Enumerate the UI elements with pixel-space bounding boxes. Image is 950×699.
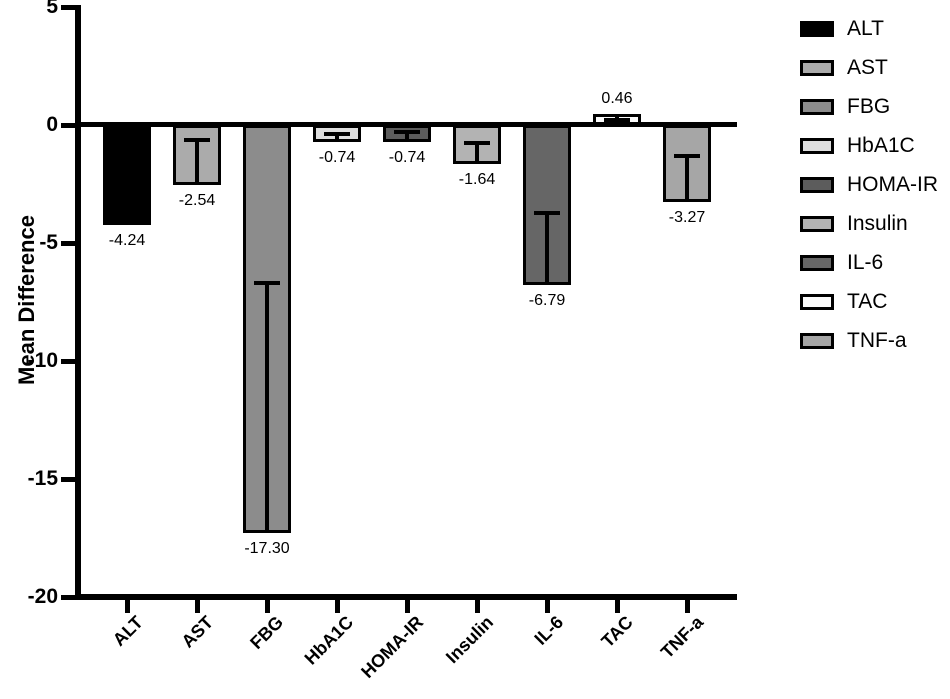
error-bar-cap-FBG bbox=[254, 281, 280, 286]
zero-baseline bbox=[78, 122, 737, 127]
x-axis-tick-HbA1C bbox=[334, 600, 340, 613]
error-bar-cap-IL-6 bbox=[534, 211, 560, 216]
error-bar-stem-HbA1C bbox=[335, 135, 339, 140]
legend-item-HbA1C: HbA1C bbox=[800, 135, 915, 157]
x-axis-label-HOMA-IR: HOMA-IR bbox=[357, 612, 428, 683]
value-label-HOMA-IR: -0.74 bbox=[388, 149, 426, 167]
value-label-Insulin: -1.64 bbox=[458, 170, 496, 188]
value-label-HbA1C: -0.74 bbox=[318, 149, 356, 167]
legend-swatch-TNF-a bbox=[800, 333, 834, 349]
legend-swatch-FBG bbox=[800, 99, 834, 115]
error-bar-stem-Insulin bbox=[475, 144, 479, 161]
legend-swatch-ALT bbox=[800, 21, 834, 37]
error-bar-cap-Insulin bbox=[464, 140, 490, 145]
bar-ALT bbox=[103, 125, 151, 226]
y-axis-tick-5 bbox=[61, 4, 76, 10]
legend-label-HOMA-IR: HOMA-IR bbox=[847, 173, 938, 196]
y-axis-tick-label-5: 5 bbox=[46, 0, 58, 18]
legend-item-AST: AST bbox=[800, 57, 888, 79]
legend-label-IL-6: IL-6 bbox=[847, 251, 884, 274]
y-axis-tick-label--10: -10 bbox=[27, 349, 58, 372]
x-axis-tick-TAC bbox=[614, 600, 620, 613]
legend-label-TAC: TAC bbox=[847, 290, 888, 313]
legend-label-AST: AST bbox=[847, 56, 888, 79]
value-label-IL-6: -6.79 bbox=[528, 292, 566, 310]
legend-label-TNF-a: TNF-a bbox=[847, 329, 907, 352]
error-bar-stem-TAC bbox=[615, 117, 619, 122]
legend-item-Insulin: Insulin bbox=[800, 213, 908, 235]
value-label-TAC: 0.46 bbox=[601, 90, 633, 108]
x-axis-tick-ALT bbox=[124, 600, 130, 613]
y-axis-tick--5 bbox=[61, 240, 76, 246]
legend-label-Insulin: Insulin bbox=[847, 212, 908, 235]
legend-item-TNF-a: TNF-a bbox=[800, 330, 907, 352]
legend-swatch-IL-6 bbox=[800, 255, 834, 271]
legend-label-ALT: ALT bbox=[847, 17, 884, 40]
x-axis-label-IL-6: IL-6 bbox=[530, 612, 568, 649]
x-axis-tick-FBG bbox=[264, 600, 270, 613]
legend-label-HbA1C: HbA1C bbox=[847, 134, 915, 157]
legend-item-ALT: ALT bbox=[800, 18, 884, 40]
value-label-TNF-a: -3.27 bbox=[668, 209, 706, 227]
error-bar-cap-HOMA-IR bbox=[394, 130, 420, 135]
y-axis-line bbox=[75, 5, 81, 600]
x-axis-tick-Insulin bbox=[474, 600, 480, 613]
y-axis-tick-label--20: -20 bbox=[27, 585, 58, 608]
error-bar-cap-TNF-a bbox=[674, 153, 700, 158]
value-label-AST: -2.54 bbox=[178, 191, 216, 209]
legend-swatch-Insulin bbox=[800, 216, 834, 232]
error-bar-stem-TNF-a bbox=[685, 157, 689, 200]
y-axis-tick--20 bbox=[61, 594, 76, 600]
error-bar-cap-AST bbox=[184, 138, 210, 143]
x-axis-label-ALT: ALT bbox=[109, 612, 148, 650]
error-bar-stem-FBG bbox=[265, 285, 269, 531]
y-axis-tick-0 bbox=[61, 122, 76, 128]
y-axis-tick--10 bbox=[61, 358, 76, 364]
y-axis-tick-label--5: -5 bbox=[39, 231, 58, 254]
legend-item-IL-6: IL-6 bbox=[800, 252, 883, 274]
legend-swatch-HOMA-IR bbox=[800, 177, 834, 193]
legend-swatch-HbA1C bbox=[800, 138, 834, 154]
x-axis-label-TAC: TAC bbox=[597, 612, 638, 652]
error-bar-stem-IL-6 bbox=[545, 215, 549, 283]
legend: ALT AST FBG HbA1C HOMA-IR Insulin IL-6 TAC TNF-a bbox=[800, 0, 950, 400]
x-axis-tick-TNF-a bbox=[684, 600, 690, 613]
x-axis-tick-AST bbox=[194, 600, 200, 613]
x-axis-label-FBG: FBG bbox=[246, 612, 288, 654]
y-axis-tick--15 bbox=[61, 476, 76, 482]
x-axis-tick-HOMA-IR bbox=[404, 600, 410, 613]
legend-swatch-AST bbox=[800, 60, 834, 76]
x-axis-tick-IL-6 bbox=[544, 600, 550, 613]
value-label-ALT: -4.24 bbox=[108, 232, 146, 250]
error-bar-stem-AST bbox=[195, 142, 199, 182]
value-label-FBG: -17.30 bbox=[244, 540, 290, 558]
error-bar-stem-HOMA-IR bbox=[405, 134, 409, 140]
legend-swatch-TAC bbox=[800, 294, 834, 310]
legend-item-HOMA-IR: HOMA-IR bbox=[800, 174, 938, 196]
legend-label-FBG: FBG bbox=[847, 95, 891, 118]
y-axis-tick-label--15: -15 bbox=[27, 467, 58, 490]
legend-item-TAC: TAC bbox=[800, 291, 887, 313]
y-axis-tick-label-0: 0 bbox=[46, 113, 58, 136]
x-axis-label-AST: AST bbox=[177, 612, 218, 652]
x-axis-label-HbA1C: HbA1C bbox=[300, 612, 358, 669]
error-bar-cap-HbA1C bbox=[324, 131, 350, 136]
x-axis-label-Insulin: Insulin bbox=[441, 612, 498, 668]
x-axis-label-TNF-a: TNF-a bbox=[656, 612, 708, 663]
x-axis-line bbox=[75, 594, 737, 600]
legend-item-FBG: FBG bbox=[800, 96, 890, 118]
